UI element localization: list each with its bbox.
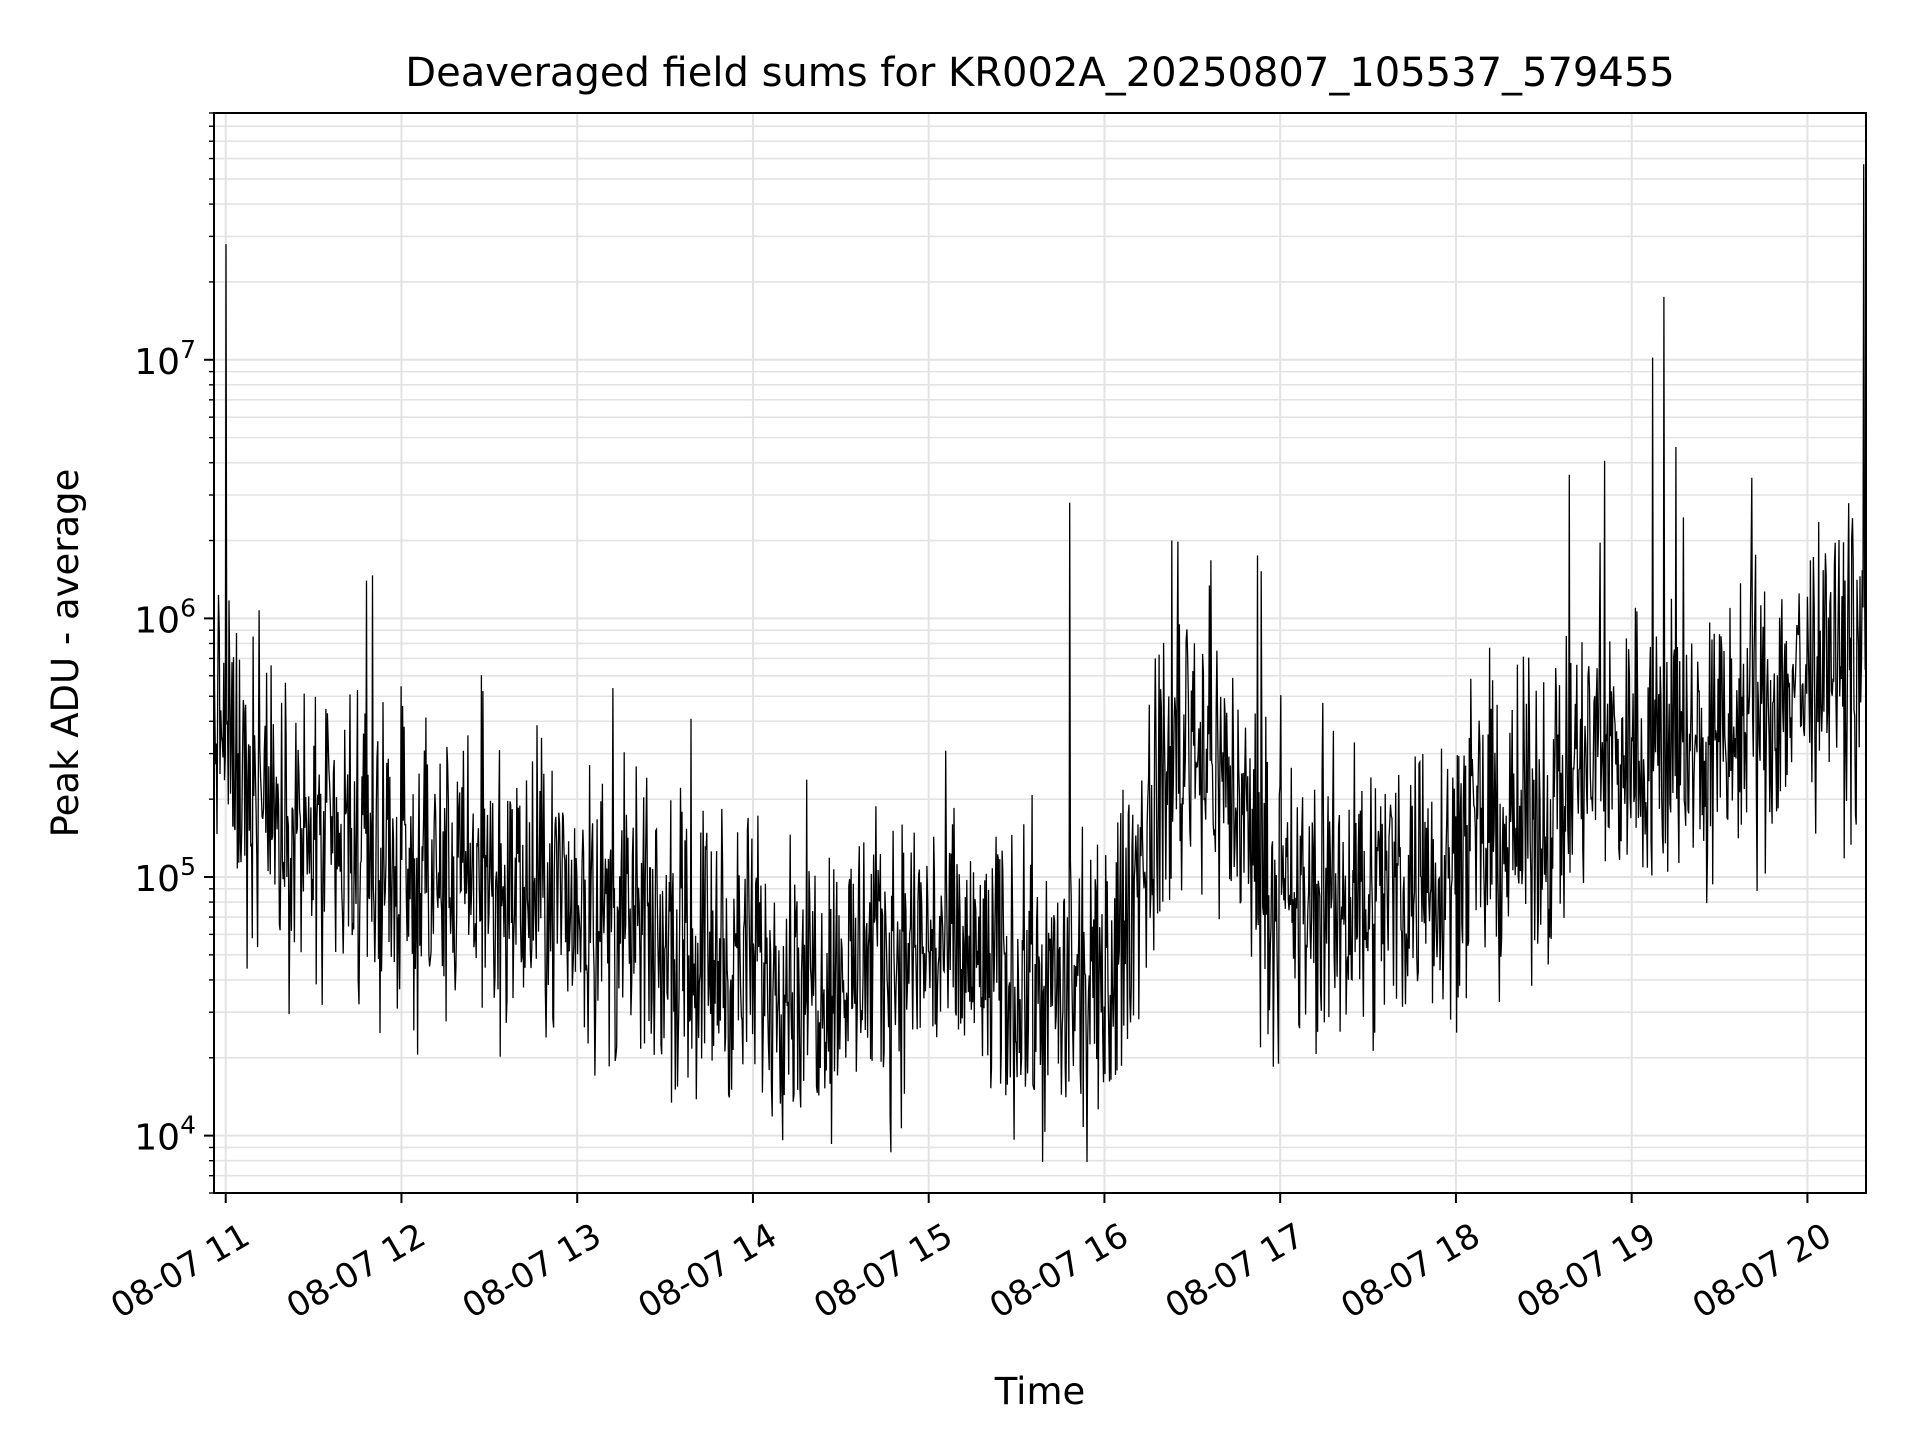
y-axis-label: Peak ADU - average xyxy=(44,469,87,838)
x-axis: 08-07 11 08-07 12 08-07 13 08-07 14 08-07 15… xyxy=(104,1193,1838,1327)
x-tick-label: 08-07 19 xyxy=(1510,1216,1662,1327)
x-axis-label: Time xyxy=(994,1370,1086,1413)
y-tick-label: 107 xyxy=(134,335,196,383)
x-tick-label: 08-07 15 xyxy=(807,1216,959,1327)
y-axis: 104 105 106 107 xyxy=(134,112,214,1194)
chart-title: Deaveraged field sums for KR002A_2025080… xyxy=(405,50,1674,96)
y-tick-label: 104 xyxy=(134,1111,196,1159)
x-tick-label: 08-07 13 xyxy=(456,1216,608,1327)
x-tick-label: 08-07 17 xyxy=(1159,1216,1311,1327)
x-tick-label: 08-07 14 xyxy=(631,1216,783,1327)
y-tick-label: 105 xyxy=(134,852,196,900)
x-tick-label: 08-07 18 xyxy=(1334,1216,1486,1327)
y-tick-label: 106 xyxy=(134,593,196,641)
x-tick-label: 08-07 12 xyxy=(280,1216,432,1327)
x-tick-label: 08-07 16 xyxy=(983,1216,1135,1327)
plot-area xyxy=(213,164,1867,1163)
plot-frame xyxy=(213,112,1867,1194)
x-tick-label: 08-07 11 xyxy=(104,1216,256,1327)
series-line xyxy=(213,164,1867,1163)
x-tick-label: 08-07 20 xyxy=(1686,1216,1838,1327)
